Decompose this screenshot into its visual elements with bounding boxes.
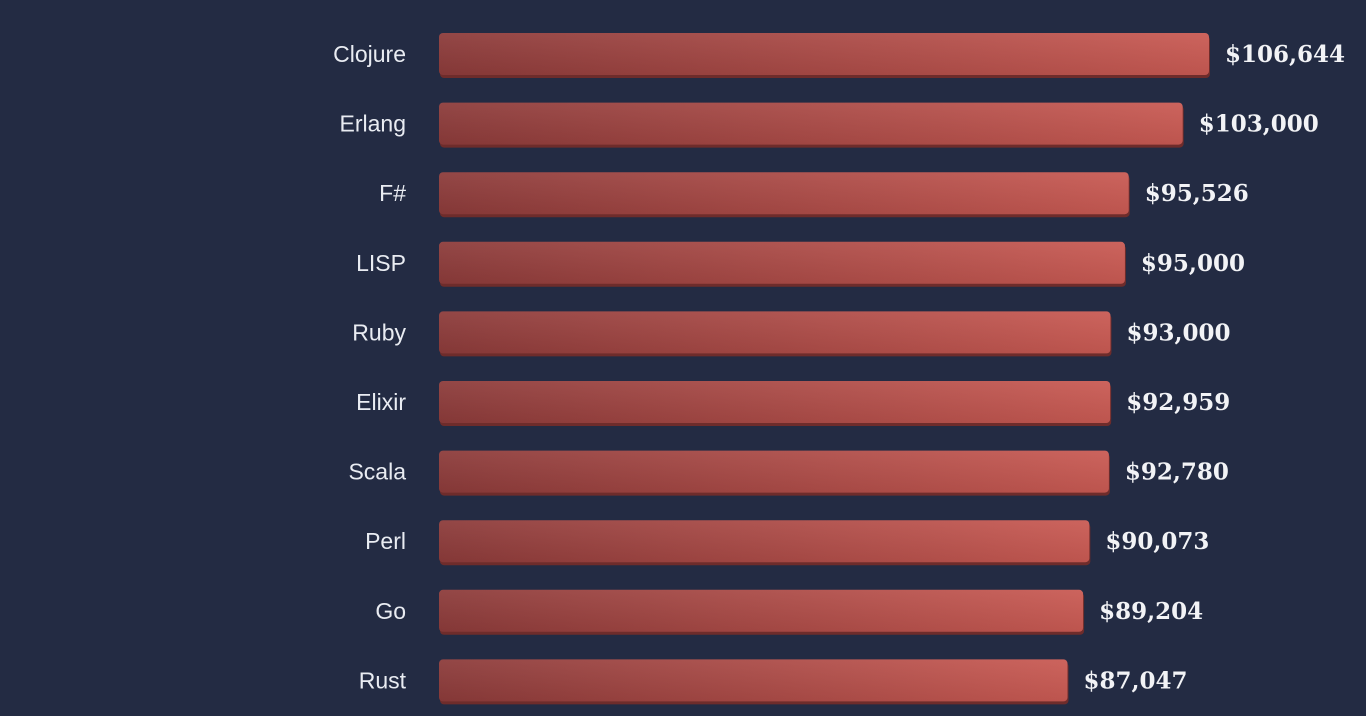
value-label: $95,000 [1141,250,1245,277]
bar-sheen [439,450,1109,493]
bar-sheen [439,241,1125,284]
value-label: $106,644 [1225,41,1345,68]
category-label: Erlang [340,111,406,137]
value-label: $92,959 [1126,389,1230,416]
value-label: $89,204 [1099,598,1203,625]
category-label: Rust [359,667,407,693]
category-label: Go [375,598,406,624]
bar-sheen [439,172,1129,215]
category-label: Ruby [352,319,406,345]
value-label: $103,000 [1199,111,1319,138]
value-label: $95,526 [1145,180,1249,207]
category-label: Perl [365,528,406,554]
category-label: Elixir [356,389,406,415]
value-label: $93,000 [1126,319,1230,346]
bars-group: Clojure $106,644 Erlang $103,000 F# $95,526 LI… [333,33,1345,705]
bar-sheen [439,589,1084,632]
bar-sheen [439,520,1090,563]
bar-sheen [439,33,1209,75]
bar-sheen [439,381,1111,423]
category-label: F# [379,180,406,206]
category-label: Scala [348,459,406,485]
bar-sheen [439,102,1183,145]
bar-sheen [439,311,1111,354]
bar-sheen [439,659,1068,702]
value-label: $87,047 [1084,667,1188,694]
category-label: Clojure [333,41,406,67]
category-label: LISP [356,250,406,276]
value-label: $90,073 [1105,528,1209,555]
value-label: $92,780 [1125,459,1229,486]
